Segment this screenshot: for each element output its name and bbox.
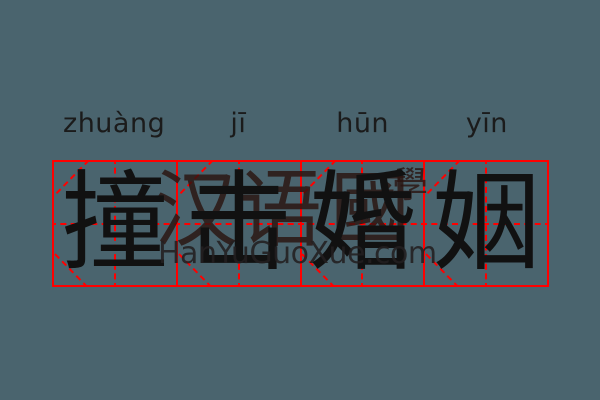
watermark-hanzi-right-small: 學 xyxy=(392,165,429,206)
watermark-url: HanYuGuoXue.com xyxy=(158,236,437,271)
pinyin-ji: jī xyxy=(230,107,247,139)
pinyin-zhuang: zhuàng xyxy=(63,107,166,139)
pinyin-hun: hūn xyxy=(336,107,390,139)
watermark-hanzi-right: 國 xyxy=(330,163,410,256)
hanzi-yin: 姻 xyxy=(432,162,541,285)
grid-cell-4: 姻 xyxy=(425,162,547,285)
pinyin-yin: yīn xyxy=(465,107,508,139)
pinyin-row: zhuàng jī hūn yīn xyxy=(52,101,549,145)
